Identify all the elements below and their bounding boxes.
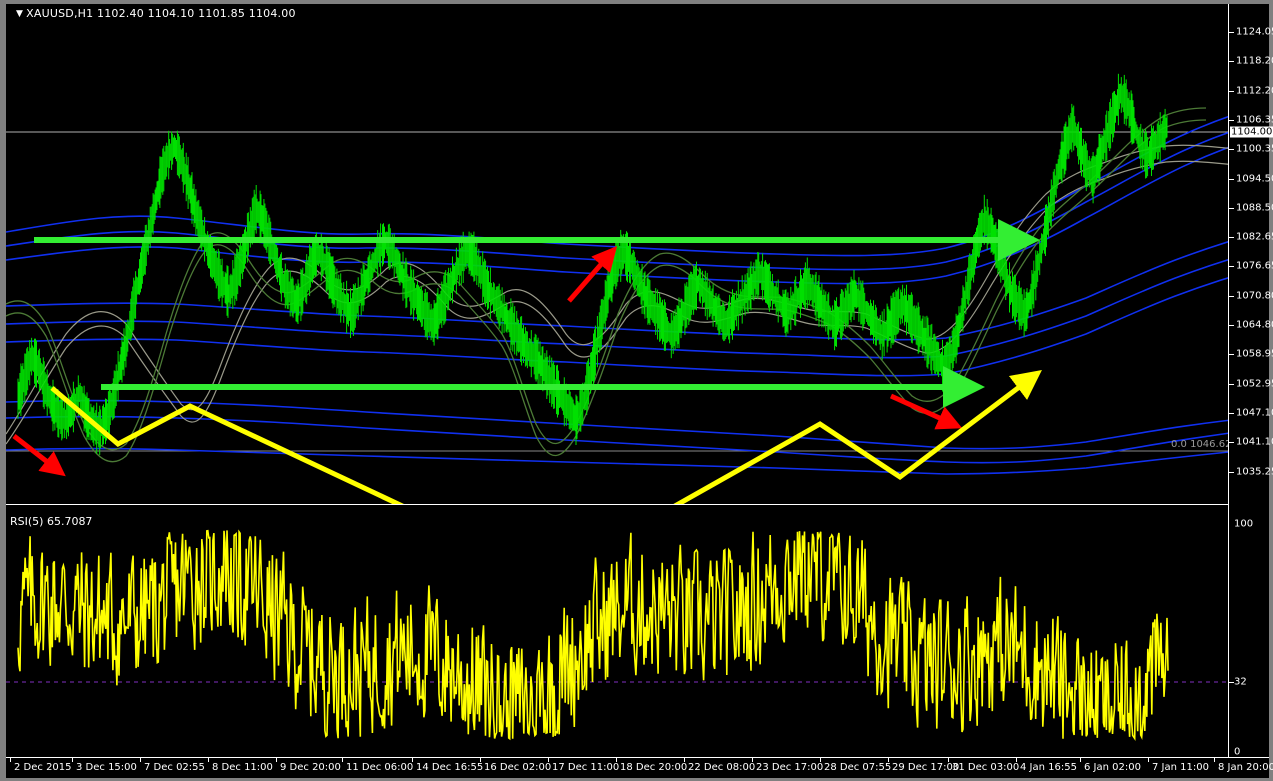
price-tick (1229, 354, 1234, 356)
price-label: 1118.20 (1236, 55, 1273, 67)
window-frame-top (0, 0, 1273, 4)
rsi-chart-canvas (6, 529, 1269, 741)
price-tick (1229, 178, 1234, 180)
time-tick (72, 758, 73, 762)
price-label: 1035.25 (1236, 466, 1273, 477)
price-label: 1041.10 (1236, 436, 1273, 448)
price-tick (1229, 325, 1234, 326)
time-label: 3 Dec 15:00 (76, 762, 137, 773)
rsi-series-line (17, 529, 1169, 741)
price-tick (1229, 90, 1234, 92)
price-tick (1229, 237, 1234, 239)
time-label: 6 Jan 02:00 (1084, 762, 1141, 773)
window-frame-bottom (0, 777, 1273, 781)
price-tick (1229, 471, 1234, 473)
time-label: 2 Dec 2015 (14, 762, 72, 773)
time-tick (752, 758, 753, 762)
price-tick (1229, 207, 1234, 209)
time-tick (276, 758, 277, 762)
window-frame-left (0, 0, 6, 781)
chart-title: ▼ XAUUSD,H1 1102.40 1104.10 1101.85 1104.… (16, 7, 296, 20)
collapse-caret-icon[interactable]: ▼ (16, 9, 24, 19)
time-label: 29 Dec 17:00 (892, 762, 960, 773)
time-label: 17 Dec 11:00 (552, 762, 620, 773)
time-label: 7 Dec 02:55 (144, 762, 205, 773)
time-tick (140, 758, 141, 762)
price-label: 1094.50 (1236, 173, 1273, 184)
time-label: 14 Dec 16:55 (416, 762, 484, 773)
rsi-scale-label: 100 (1234, 518, 1254, 530)
rsi-scale-label: 32 (1234, 676, 1247, 688)
rsi-tick (1229, 682, 1234, 683)
time-tick (548, 758, 549, 762)
price-label: 1058.95 (1236, 348, 1273, 360)
price-tick (1229, 442, 1234, 444)
price-label: 1047.10 (1236, 407, 1273, 419)
price-label: 1082.65 (1236, 231, 1273, 243)
time-label: 9 Dec 20:00 (280, 762, 341, 773)
red-arrow-up-mid-main[interactable] (567, 245, 618, 303)
price-tick (1229, 119, 1234, 121)
chart-title-text: XAUUSD,H1 1102.40 1104.10 1101.85 1104.0… (26, 7, 296, 20)
time-label: 31 Dec 03:00 (952, 762, 1020, 773)
time-tick (1214, 758, 1215, 762)
price-scale-axis-line (1228, 4, 1229, 757)
time-tick (480, 758, 481, 762)
price-label: 1088.50 (1236, 202, 1273, 214)
candlestick-series (17, 73, 1168, 455)
price-label: 1052.95 (1236, 378, 1273, 390)
time-tick (1080, 758, 1081, 762)
time-label: 8 Jan 20:00 (1218, 762, 1273, 773)
price-label: 1064.80 (1236, 319, 1273, 331)
time-tick (616, 758, 617, 762)
rsi-title: RSI(5) 65.7087 (10, 515, 93, 528)
yellow-trendline-descending[interactable] (50, 386, 551, 504)
price-tick (1229, 383, 1234, 385)
time-tick (948, 758, 949, 762)
fib-level-label: 0.0 1046.62 (1171, 439, 1231, 450)
time-label: 23 Dec 17:00 (756, 762, 824, 773)
red-arrow-down-left-main[interactable] (12, 434, 66, 477)
price-chart-canvas: 0.0 1046.62 (6, 73, 1269, 504)
time-tick (208, 758, 209, 762)
yellow-trendline-group[interactable] (50, 386, 551, 504)
price-label: 1124.05 (1236, 26, 1273, 38)
time-label: 16 Dec 02:00 (484, 762, 552, 773)
price-tick (1229, 266, 1234, 268)
price-tick (1229, 295, 1234, 297)
price-label: 1076.65 (1236, 260, 1273, 272)
time-tick (684, 758, 685, 762)
time-tick (888, 758, 889, 762)
time-tick (1148, 758, 1149, 762)
price-chart-panel[interactable]: 0.0 1046.62 ▼ XAUUSD,H1 1102.40 1104.10 1… (6, 4, 1269, 504)
price-label: 1070.80 (1236, 290, 1273, 302)
price-tick (1229, 412, 1234, 414)
time-tick (412, 758, 413, 762)
price-tick (1229, 61, 1234, 63)
window-frame-right (1269, 0, 1273, 781)
time-tick (342, 758, 343, 762)
price-label: 1100.35 (1236, 143, 1273, 155)
time-tick (1016, 758, 1017, 762)
time-label: 4 Jan 16:55 (1020, 762, 1077, 773)
current-price-label: 1104.00 (1230, 126, 1273, 138)
price-tick (1229, 32, 1234, 33)
rsi-scale-label: 0 (1234, 746, 1241, 758)
time-label: 11 Dec 06:00 (346, 762, 414, 773)
time-label: 8 Dec 11:00 (212, 762, 273, 773)
time-tick (820, 758, 821, 762)
price-tick (1229, 149, 1234, 151)
time-label: 22 Dec 08:00 (688, 762, 756, 773)
time-tick (10, 758, 11, 762)
time-label: 28 Dec 07:55 (824, 762, 892, 773)
price-label: 1112.20 (1236, 85, 1273, 97)
time-scale[interactable]: 2 Dec 2015 3 Dec 15:00 7 Dec 02:55 8 Dec 11… (6, 757, 1273, 778)
time-label: 7 Jan 11:00 (1152, 762, 1209, 773)
price-label: 1106.35 (1236, 114, 1273, 126)
rsi-chart-panel[interactable]: RSI(5) 65.7087 (6, 510, 1269, 757)
time-label: 18 Dec 20:00 (620, 762, 688, 773)
